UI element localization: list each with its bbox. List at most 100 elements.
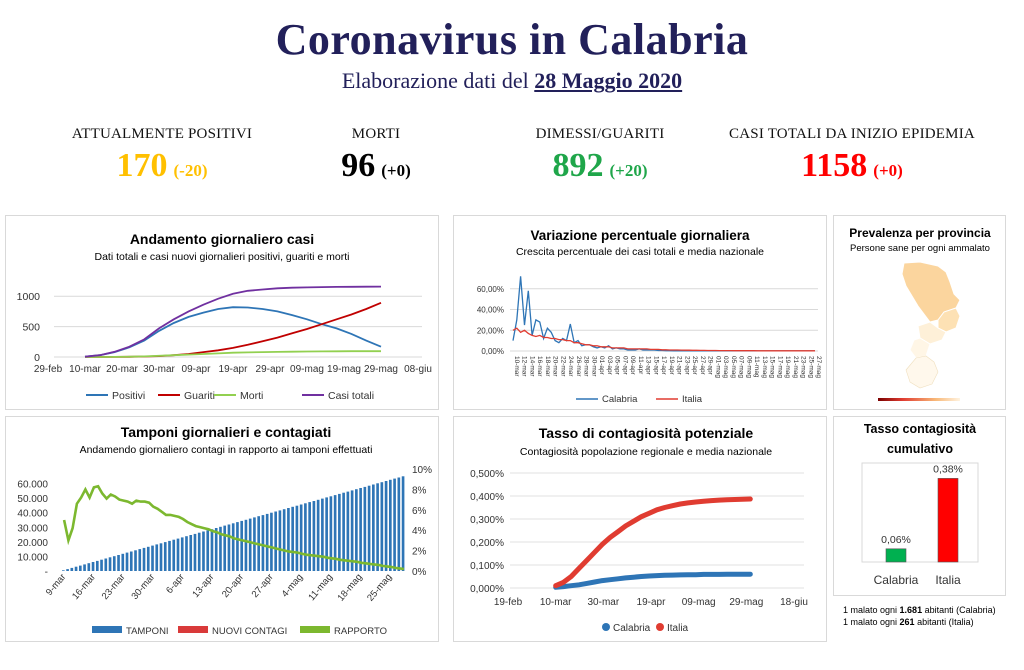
x-tick-label: 28-mar [583, 356, 590, 377]
map-subtitle: Persone sane per ogni ammalato [850, 243, 990, 254]
legend-label: RAPPORTO [334, 626, 387, 637]
x-tick-label: 29-mag [364, 364, 398, 375]
tamponi-bar [66, 569, 69, 571]
tamponi-bar [112, 556, 116, 571]
chart-subtitle: Andamendo giornaliero contagi in rapport… [80, 444, 373, 456]
x-tick-label: 09-apr [182, 364, 212, 375]
x-tick-label: 03-apr [606, 356, 613, 376]
series-line [85, 350, 381, 358]
x-tick-label: 13-apr [190, 572, 216, 600]
legend-label: Italia [667, 623, 689, 634]
x-tick-label: 4-mag [280, 572, 306, 600]
y-tick-label: 60.000 [17, 480, 48, 491]
y-tick-label: 0,300% [470, 515, 504, 526]
x-tick-label: 11-mag [753, 356, 760, 378]
legend-swatch [92, 626, 122, 633]
y-tick-label: 500 [22, 322, 40, 334]
x-tick-label: 11-mag [306, 572, 335, 603]
legend-label: Calabria [602, 394, 638, 405]
legend-swatch [178, 626, 208, 633]
x-tick-label: 11-apr [637, 356, 644, 375]
kpi-guariti: DIMESSI/GUARITI 892 (+20) [480, 126, 720, 185]
bar-calabria [885, 548, 907, 563]
x-tick-label: 27-apr [699, 356, 706, 376]
tamponi-bar [329, 496, 333, 571]
tamponi-bar [100, 559, 103, 571]
tamponi-bar [355, 489, 358, 571]
kpi-value: 170 (-20) [116, 147, 208, 184]
x-tick-label: 14-mar [528, 356, 535, 377]
x-tick-label: 15-apr [652, 356, 659, 376]
x-tick-label: 19-apr [668, 356, 675, 376]
tamponi-bar [121, 553, 125, 571]
tamponi-bar [142, 547, 146, 571]
kpi-label: MORTI [351, 126, 401, 142]
y-tick-label: 40.000 [17, 509, 48, 520]
cumulativo-notes: 1 malato ogni 1.681 abitanti (Calabria) … [843, 604, 996, 628]
tamponi-bar [180, 537, 184, 571]
y-tick-label: 0,400% [470, 492, 504, 503]
tamponi-bar [338, 493, 341, 571]
tamponi-bar [168, 540, 171, 571]
tamponi-bar [138, 549, 142, 571]
x-tick-label: 25-apr [691, 356, 698, 376]
province-reggio [905, 355, 939, 389]
map-prevalenza: Prevalenza per provincia Persone sane pe… [849, 226, 991, 401]
x-tick-label: 21-apr [676, 356, 683, 376]
kpi-value: 96 (+0) [341, 147, 411, 184]
chart-title: Variazione percentuale giornaliera [530, 228, 750, 243]
x-tick-label: 22-mar [559, 356, 566, 377]
tamponi-bar [295, 505, 299, 571]
x-tick-label: 09-mag [290, 364, 324, 375]
kpi-value: 1158 (+0) [801, 147, 903, 184]
tamponi-bar [346, 491, 350, 571]
tamponi-bar [401, 476, 405, 571]
y-tick-label: - [45, 567, 48, 578]
tamponi-bar [206, 530, 210, 571]
tamponi-bar [176, 538, 180, 571]
x-tick-label: 29-feb [34, 364, 63, 375]
tamponi-bar [91, 562, 95, 571]
tamponi-bar [185, 536, 188, 571]
note-calabria: 1 malato ogni 1.681 abitanti (Calabria) [843, 605, 996, 615]
kpi-delta: (+0) [873, 161, 903, 180]
y2-tick-label: 0% [412, 567, 427, 578]
x-tick-label: 20-mar [106, 364, 138, 375]
y-tick-label: 20.000 [17, 538, 48, 549]
tamponi-bar [325, 497, 328, 571]
y-tick-label: 0,100% [470, 561, 504, 572]
chart-andamento-panel: Andamento giornaliero casi Dati totali e… [5, 215, 439, 410]
tamponi-bar [363, 486, 367, 571]
x-tick-label: 19-apr [637, 597, 667, 608]
tamponi-bar [367, 485, 371, 571]
legend-label: Casi totali [328, 390, 374, 402]
kpi-label: CASI TOTALI DA INIZIO EPIDEMIA [729, 126, 975, 142]
series-line [553, 496, 753, 589]
legend-label: TAMPONI [126, 626, 169, 637]
series-line [512, 327, 815, 352]
tamponi-bar [210, 529, 214, 571]
x-tick-label: 6-apr [164, 572, 187, 596]
tamponi-bar [261, 515, 265, 571]
x-tick-label: 16-mar [536, 356, 543, 377]
tamponi-bar [151, 545, 154, 571]
y-tick-label: 10.000 [17, 552, 48, 563]
kpi-morti: MORTI 96 (+0) [256, 126, 496, 185]
tamponi-bar [376, 483, 379, 571]
tamponi-bar [74, 566, 78, 571]
x-tick-label: 23-mar [100, 572, 128, 602]
chart-cumulativo-panel: Tasso contagiosità cumulativo 0,06% Calabr… [833, 416, 1006, 596]
legend-label: Guariti [184, 390, 215, 402]
y-tick-label: 0,000% [470, 584, 504, 595]
x-tick-label: 10-mar [540, 597, 572, 608]
tamponi-bar [321, 498, 324, 571]
plot-frame [861, 462, 979, 563]
x-tick-label: 20-apr [220, 572, 246, 600]
tamponi-bar [83, 564, 86, 571]
tamponi-bar [308, 502, 311, 571]
x-tick-label: 12-mar [521, 356, 528, 377]
tamponi-bar [125, 552, 129, 571]
chart-tasso-panel: Tasso di contagiosità potenziale Contagi… [453, 416, 827, 642]
x-tick-label: 05-mag [730, 356, 737, 378]
chart-tasso: Tasso di contagiosità potenziale Contagi… [470, 425, 808, 634]
